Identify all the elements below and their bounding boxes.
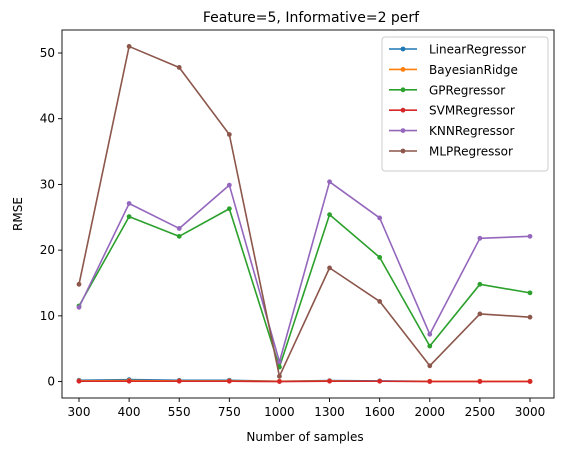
data-point (377, 216, 382, 221)
data-point (227, 183, 232, 188)
x-tick-label: 1000 (264, 405, 295, 419)
data-point (427, 344, 432, 349)
y-tick-label: 20 (40, 243, 55, 257)
x-tick-label: 550 (168, 405, 191, 419)
data-point (77, 379, 82, 384)
data-point (127, 44, 132, 49)
y-tick-label: 40 (40, 112, 55, 126)
legend: LinearRegressor BayesianRidge GPRegressor S… (382, 37, 548, 171)
data-point (227, 206, 232, 211)
x-tick-label: 2500 (465, 405, 496, 419)
legend-label: LinearRegressor (429, 43, 526, 57)
data-point (427, 363, 432, 368)
series-GPRegressor (77, 206, 533, 369)
legend-label: BayesianRidge (429, 63, 518, 77)
data-point (377, 255, 382, 260)
y-axis-ticks: 0 10 20 30 40 50 (40, 46, 62, 389)
series-line (79, 209, 530, 367)
data-point (327, 212, 332, 217)
data-point (327, 265, 332, 270)
series-line (79, 182, 530, 362)
legend-marker (401, 149, 406, 154)
data-point (277, 359, 282, 364)
data-point (528, 315, 533, 320)
data-point (77, 282, 82, 287)
series-KNNRegressor (77, 179, 533, 364)
data-point (177, 65, 182, 70)
x-tick-label: 1300 (314, 405, 345, 419)
legend-marker (401, 87, 406, 92)
data-point (227, 132, 232, 137)
data-point (477, 236, 482, 241)
legend-label: KNNRegressor (429, 124, 515, 138)
x-axis-label: Number of samples (246, 430, 363, 444)
legend-marker (401, 67, 406, 72)
data-point (528, 234, 533, 239)
x-tick-label: 3000 (515, 405, 546, 419)
data-point (127, 214, 132, 219)
y-tick-label: 0 (47, 375, 55, 389)
data-point (227, 379, 232, 384)
data-point (277, 379, 282, 384)
data-point (177, 234, 182, 239)
x-tick-label: 1600 (364, 405, 395, 419)
data-point (177, 379, 182, 384)
data-point (127, 379, 132, 384)
legend-marker (401, 47, 406, 52)
data-point (277, 374, 282, 379)
data-point (477, 311, 482, 316)
data-point (327, 379, 332, 384)
data-point (477, 379, 482, 384)
data-point (377, 379, 382, 384)
x-tick-label: 2000 (415, 405, 446, 419)
x-axis-ticks: 300 400 550 750 1000 1300 1600 2000 2500 3000 (68, 398, 546, 419)
data-point (177, 226, 182, 231)
chart-title: Feature=5, Informative=2 perf (203, 10, 420, 26)
data-point (377, 299, 382, 304)
x-tick-label: 750 (218, 405, 241, 419)
legend-marker (401, 108, 406, 113)
y-tick-label: 10 (40, 309, 55, 323)
legend-marker (401, 128, 406, 133)
data-point (127, 201, 132, 206)
y-tick-label: 50 (40, 46, 55, 60)
data-point (477, 282, 482, 287)
data-point (528, 379, 533, 384)
data-point (327, 179, 332, 184)
y-axis-label: RMSE (11, 197, 25, 231)
data-point (427, 332, 432, 337)
data-point (528, 290, 533, 295)
x-tick-label: 400 (118, 405, 141, 419)
legend-label: GPRegressor (429, 83, 505, 97)
data-point (427, 379, 432, 384)
legend-label: MLPRegressor (429, 145, 513, 159)
legend-label: SVMRegressor (429, 104, 515, 118)
y-tick-label: 30 (40, 177, 55, 191)
data-point (77, 305, 82, 310)
x-tick-label: 300 (68, 405, 91, 419)
